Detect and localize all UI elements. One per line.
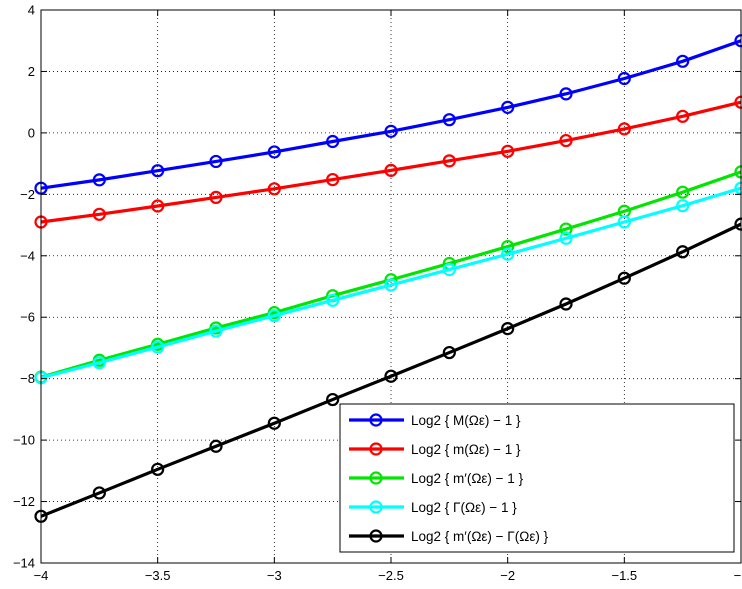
- data-point: [501, 144, 515, 158]
- legend-swatch-marker: [369, 471, 383, 485]
- data-point: [501, 239, 515, 254]
- legend-label: Log2 { M(Ωε) − 1 }: [411, 413, 521, 428]
- data-point: [384, 369, 398, 383]
- legend-swatch-marker: [369, 500, 383, 514]
- legend-label: Log2 { m′(Ωε) − 1 }: [411, 471, 524, 486]
- series-line: [40, 222, 742, 518]
- data-point: [92, 486, 106, 500]
- x-tick-label: −1: [734, 568, 742, 583]
- x-tick-label: −3.5: [145, 568, 171, 583]
- data-point: [501, 247, 515, 261]
- legend-swatch-marker: [369, 413, 383, 427]
- data-point: [267, 182, 281, 196]
- legend-label: Log2 { Γ(Ωε) − 1 }: [411, 500, 517, 515]
- data-point: [209, 439, 223, 453]
- data-point: [384, 278, 398, 292]
- legend-box: [339, 403, 735, 553]
- data-point: [326, 392, 340, 407]
- data-point: [267, 309, 281, 323]
- data-point: [442, 113, 456, 127]
- legend-item: Log2 { Γ(Ωε) − 1 }: [349, 500, 517, 515]
- data-point: [92, 356, 106, 370]
- legend-item: Log2 { m′(Ωε) − Γ(Ωε) }: [349, 529, 549, 544]
- data-point: [326, 172, 340, 187]
- data-point: [676, 54, 690, 68]
- data-point: [617, 71, 631, 86]
- data-point: [92, 207, 106, 221]
- series-line: [40, 186, 742, 380]
- data-point: [209, 324, 223, 338]
- data-point: [676, 245, 690, 259]
- data-point: [501, 100, 515, 114]
- data-point: [676, 109, 690, 123]
- data-point: [559, 222, 573, 236]
- y-tick-label: 0: [28, 125, 35, 140]
- y-tick-label: 2: [28, 64, 35, 79]
- data-point: [676, 199, 690, 213]
- y-tick-label: −14: [13, 556, 35, 571]
- series-3: [34, 181, 742, 385]
- data-point: [559, 231, 573, 245]
- data-point: [151, 199, 165, 213]
- data-point: [617, 122, 631, 136]
- y-tick-label: −6: [20, 310, 35, 325]
- data-point: [151, 164, 165, 178]
- legend: Log2 { M(Ωε) − 1 } Log2 { m(Ωε) − 1 } Log2…: [339, 403, 735, 553]
- legend-item: Log2 { M(Ωε) − 1 }: [349, 413, 521, 428]
- data-point: [209, 154, 223, 169]
- data-point: [442, 263, 456, 277]
- x-tick-label: −4: [34, 568, 49, 583]
- data-point: [442, 154, 456, 168]
- x-tick-label: −2.5: [378, 568, 404, 583]
- data-point: [501, 321, 515, 336]
- data-point: [442, 345, 456, 360]
- legend-label: Log2 { m(Ωε) − 1 }: [411, 442, 521, 457]
- legend-item: Log2 { m′(Ωε) − 1 }: [349, 471, 524, 486]
- x-tick-label: −2: [500, 568, 515, 583]
- data-point: [267, 145, 281, 159]
- data-point: [151, 462, 165, 476]
- data-point: [326, 134, 340, 149]
- legend-item: Log2 { m(Ωε) − 1 }: [349, 442, 521, 457]
- data-point: [676, 185, 690, 199]
- data-point: [559, 87, 573, 101]
- data-point: [617, 215, 631, 229]
- data-point: [92, 173, 106, 187]
- y-tick-label: −12: [13, 494, 35, 509]
- data-point: [267, 416, 281, 430]
- legend-swatch-marker: [369, 529, 383, 543]
- data-point: [559, 133, 573, 148]
- y-tick-label: −8: [20, 371, 35, 386]
- data-point: [151, 340, 165, 354]
- series-line: [40, 100, 742, 224]
- data-point: [617, 271, 631, 285]
- data-point: [384, 163, 398, 177]
- tick-layer: −4 −3.5 −3 −2.5 −2 −1.5 −1 −14 −12 −10 −8 −6 −4 −2 0 2 4: [13, 3, 742, 584]
- data-point: [559, 297, 573, 311]
- data-point: [209, 190, 223, 205]
- series-line: [40, 39, 742, 190]
- x-tick-label: −1.5: [611, 568, 637, 583]
- legend-swatch-marker: [369, 442, 383, 456]
- data-point: [384, 124, 398, 138]
- y-tick-label: −10: [13, 433, 35, 448]
- x-tick-label: −3: [267, 568, 282, 583]
- legend-label: Log2 { m′(Ωε) − Γ(Ωε) }: [411, 529, 549, 544]
- y-tick-label: −2: [20, 187, 35, 202]
- y-tick-label: 4: [28, 3, 35, 18]
- data-point: [326, 293, 340, 307]
- y-tick-label: −4: [20, 248, 35, 263]
